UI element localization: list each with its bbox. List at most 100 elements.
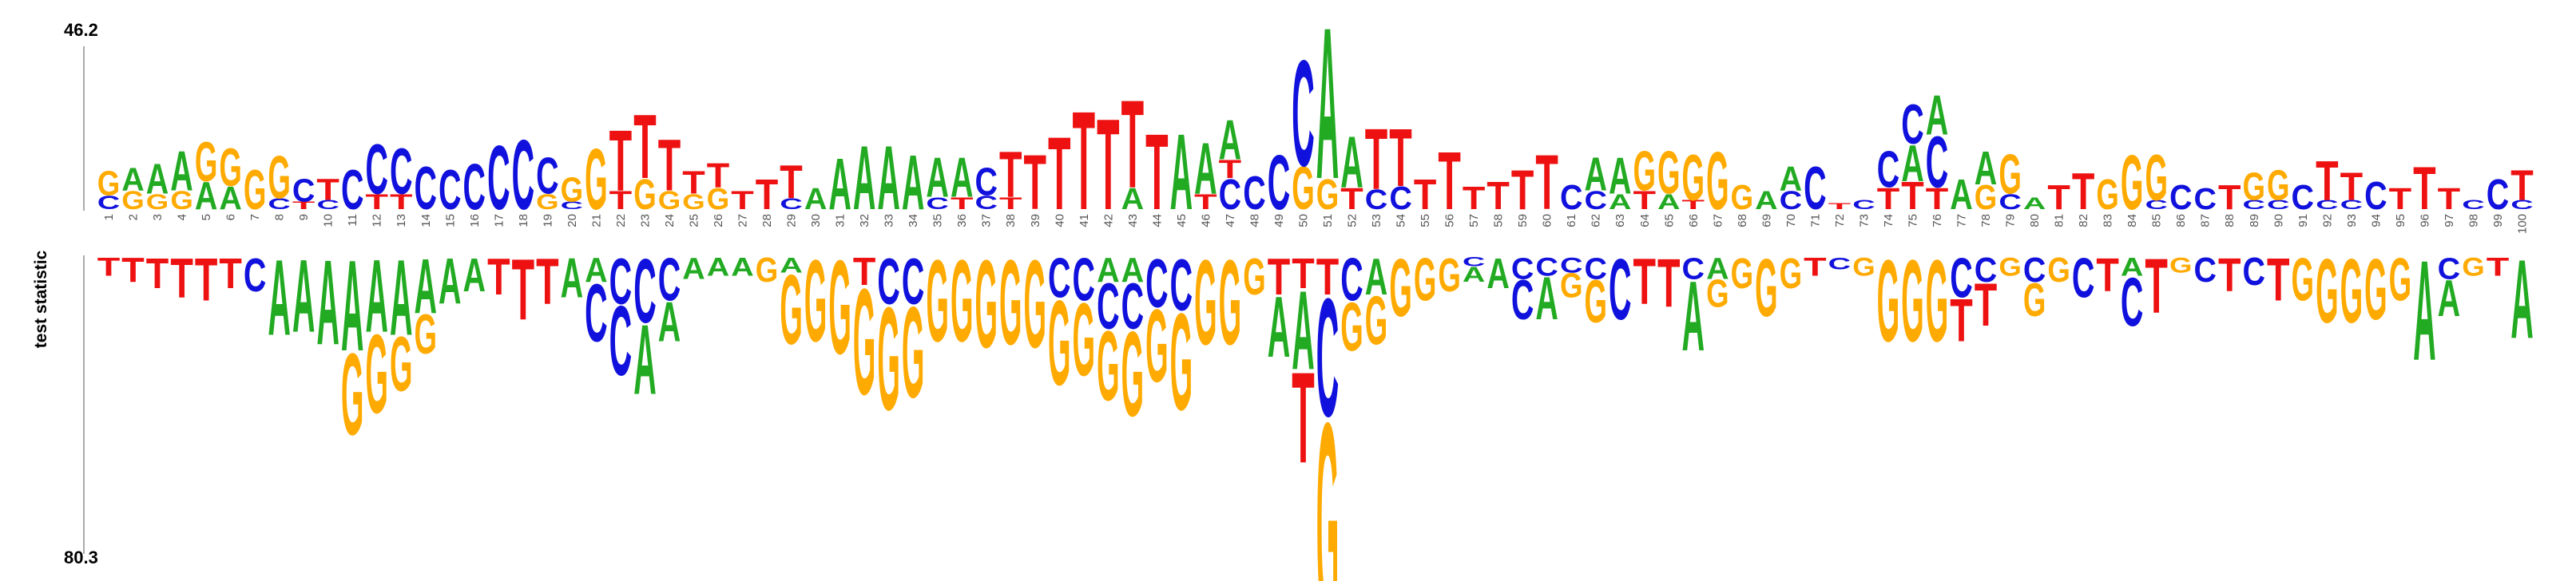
logo-letter-G: G bbox=[2145, 142, 2167, 214]
logo-letter-T: T bbox=[487, 247, 510, 305]
logo-letter-T: T bbox=[1463, 180, 1486, 217]
position-tick: 34 bbox=[907, 214, 920, 227]
logo-letter-T: T bbox=[195, 247, 217, 314]
position-tick: 85 bbox=[2150, 214, 2164, 227]
logo-letter-T: T bbox=[1316, 247, 1339, 305]
logo-letter-C: C bbox=[2487, 171, 2509, 219]
logo-letter-C: C bbox=[415, 154, 438, 222]
logo-letter-G: G bbox=[1194, 235, 1217, 370]
position-tick: 23 bbox=[638, 214, 652, 227]
logo-letter-C: C bbox=[1901, 93, 1923, 156]
logo-letter-G: G bbox=[633, 170, 656, 219]
logo-letter-C: C bbox=[268, 196, 290, 212]
logo-letter-A: A bbox=[1219, 109, 1241, 172]
logo-letter-G: G bbox=[1706, 272, 1729, 315]
position-tick: 76 bbox=[1931, 214, 1944, 227]
logo-letter-A: A bbox=[1121, 183, 1145, 216]
logo-letter-C: C bbox=[1340, 246, 1363, 314]
position-tick: 45 bbox=[1175, 214, 1189, 227]
logo-letter-C: C bbox=[1975, 250, 1998, 289]
logo-letter-C: C bbox=[1950, 247, 1972, 310]
logo-letter-G: G bbox=[244, 158, 266, 221]
logo-letter-A: A bbox=[1755, 185, 1777, 215]
position-tick: 55 bbox=[1419, 214, 1432, 227]
logo-letter-G: G bbox=[1560, 267, 1582, 306]
logo-letter-T: T bbox=[316, 173, 339, 207]
logo-letter-A: A bbox=[1121, 250, 1145, 289]
logo-letter-A: A bbox=[439, 245, 461, 318]
logo-letter-A: A bbox=[853, 128, 876, 229]
logo-letter-C: C bbox=[2511, 198, 2533, 212]
logo-letter-T: T bbox=[1340, 183, 1363, 216]
logo-letter-C: C bbox=[926, 193, 949, 213]
logo-letter-G: G bbox=[828, 232, 851, 382]
logo-letter-G: G bbox=[341, 328, 363, 460]
position-tick: 36 bbox=[955, 214, 969, 227]
position-tick: 30 bbox=[809, 214, 823, 227]
position-tick: 65 bbox=[1662, 214, 1676, 227]
position-tick: 72 bbox=[1833, 214, 1847, 227]
position-tick: 61 bbox=[1565, 214, 1578, 227]
logo-letter-T: T bbox=[1024, 140, 1046, 226]
logo-letter-G: G bbox=[877, 278, 899, 441]
logo-letter-A: A bbox=[268, 239, 290, 359]
position-tick: 18 bbox=[517, 214, 530, 227]
logo-letter-A: A bbox=[2413, 232, 2435, 391]
position-tick: 95 bbox=[2394, 214, 2407, 227]
position-tick: 46 bbox=[1199, 214, 1213, 227]
logo-letter-A: A bbox=[561, 247, 583, 310]
logo-letter-T: T bbox=[1682, 198, 1705, 212]
logo-letter-G: G bbox=[1145, 289, 1168, 404]
logo-letter-A: A bbox=[195, 175, 218, 218]
logo-letter-C: C bbox=[658, 246, 681, 314]
logo-letter-A: A bbox=[146, 155, 169, 204]
logo-letter-C: C bbox=[1926, 122, 1948, 204]
logo-letter-A: A bbox=[316, 236, 339, 370]
logo-letter-C: C bbox=[244, 248, 266, 302]
logo-letter-G: G bbox=[1219, 235, 1241, 370]
position-tick: 66 bbox=[1687, 214, 1701, 227]
logo-letter-G: G bbox=[1414, 246, 1436, 314]
logo-letter-G: G bbox=[756, 251, 778, 290]
logo-letter-G: G bbox=[926, 235, 948, 366]
logo-letter-C: C bbox=[2462, 198, 2484, 212]
logo-letter-A: A bbox=[1901, 135, 1923, 193]
position-tick: 92 bbox=[2320, 214, 2334, 227]
logo-letter-A: A bbox=[1170, 113, 1193, 233]
logo-letter-G: G bbox=[1633, 140, 1656, 203]
position-tick: 48 bbox=[1248, 214, 1261, 227]
logo-letter-T: T bbox=[1268, 247, 1290, 305]
logo-letter-C: C bbox=[2169, 177, 2193, 216]
logo-letter-A: A bbox=[2438, 270, 2460, 328]
logo-letter-G: G bbox=[1389, 243, 1411, 334]
position-tick: 2 bbox=[127, 214, 141, 220]
logo-letter-A: A bbox=[1340, 122, 1363, 204]
logo-letter-C: C bbox=[2438, 252, 2461, 286]
position-tick: 43 bbox=[1126, 214, 1140, 227]
logo-letter-T: T bbox=[609, 113, 633, 209]
position-tick: 21 bbox=[589, 214, 603, 227]
position-tick: 68 bbox=[1736, 214, 1749, 227]
logo-letter-A: A bbox=[1609, 147, 1631, 205]
logo-letter-C: C bbox=[609, 245, 632, 318]
logo-letter-T: T bbox=[1901, 175, 1923, 218]
logo-letter-G: G bbox=[1877, 235, 1899, 366]
logo-letter-C: C bbox=[463, 150, 486, 223]
logo-letter-G: G bbox=[780, 255, 802, 366]
logo-letter-T: T bbox=[1438, 135, 1460, 227]
logo-letter-C: C bbox=[974, 161, 998, 204]
position-tick: 87 bbox=[2199, 214, 2213, 227]
logo-letter-C: C bbox=[512, 119, 534, 231]
position-tick: 52 bbox=[1346, 214, 1359, 227]
logo-letter-A: A bbox=[902, 139, 924, 226]
logo-letter-A: A bbox=[658, 290, 681, 354]
position-tick: 13 bbox=[395, 214, 408, 227]
logo-letter-T: T bbox=[1292, 346, 1314, 491]
logo-letter-T: T bbox=[2145, 243, 2167, 330]
logo-letter-C: C bbox=[2145, 198, 2167, 212]
logo-letter-G: G bbox=[390, 320, 412, 408]
logo-letter-A: A bbox=[633, 303, 656, 415]
position-tick: 6 bbox=[224, 214, 238, 220]
